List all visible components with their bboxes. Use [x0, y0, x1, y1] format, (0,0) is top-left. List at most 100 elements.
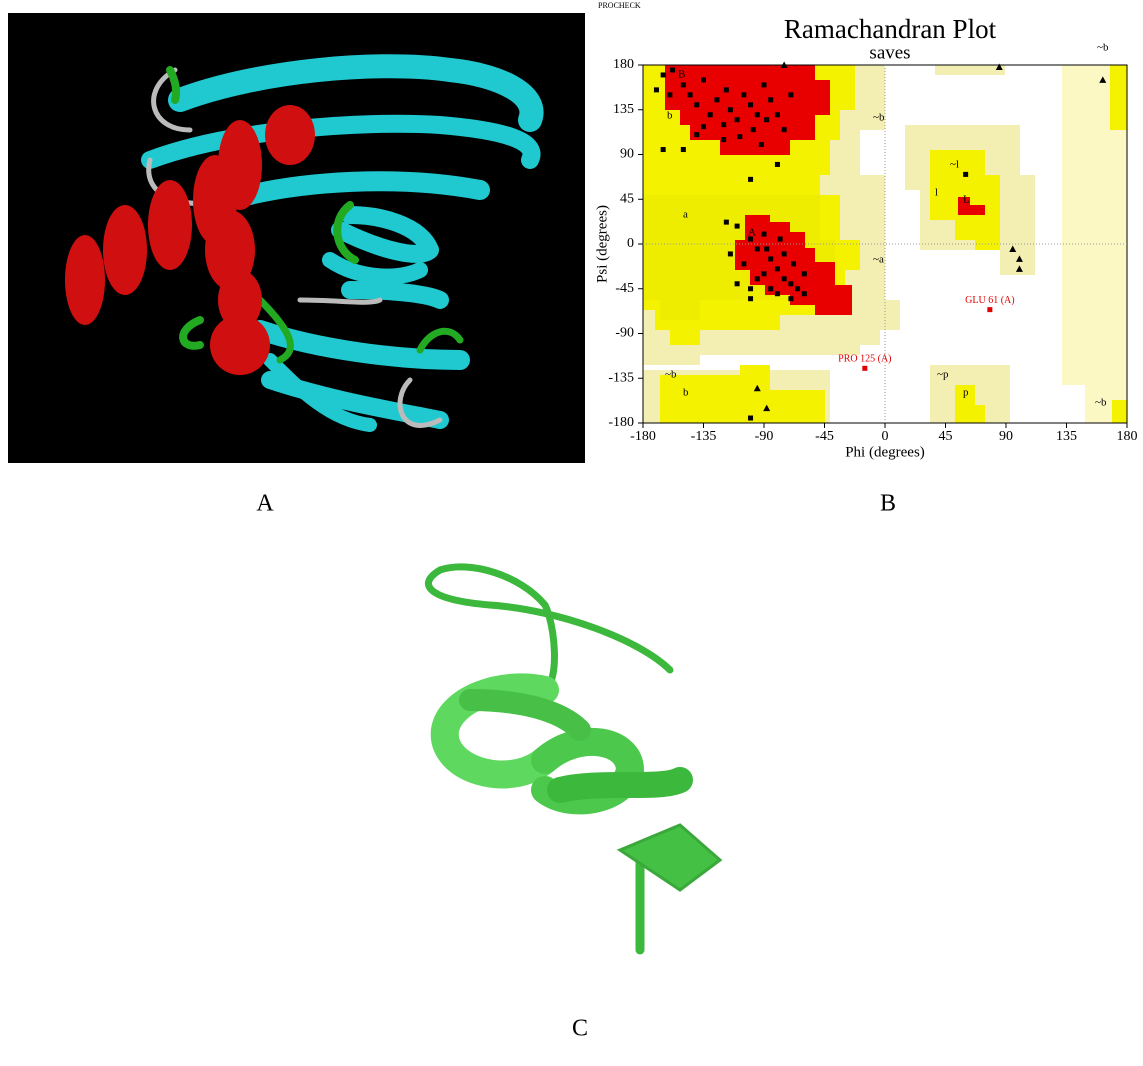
residue-point	[701, 124, 706, 129]
residue-point	[681, 82, 686, 87]
figure: PROCHECK Ramachandran Plotsaves Phi (degre…	[0, 0, 1143, 1066]
residue-point	[748, 296, 753, 301]
residue-point	[768, 286, 773, 291]
residue-point	[768, 256, 773, 261]
residue-point	[708, 112, 713, 117]
residue-point	[755, 246, 760, 251]
y-tick-label: 135	[613, 102, 634, 117]
region-label: L	[963, 194, 970, 206]
residue-point	[748, 177, 753, 182]
residue-point	[802, 291, 807, 296]
residue-point	[741, 261, 746, 266]
region-label: ~p	[937, 369, 949, 381]
residue-point	[782, 251, 787, 256]
residue-point	[724, 220, 729, 225]
residue-point	[681, 147, 686, 152]
outlier-label: PRO 125 (A)	[838, 354, 891, 365]
outlier-point	[862, 366, 867, 371]
residue-point	[802, 271, 807, 276]
x-axis-label: Phi (degrees)	[845, 444, 925, 460]
residue-point	[764, 117, 769, 122]
panel-label: A	[256, 491, 274, 517]
residue-point	[694, 102, 699, 107]
residue-point	[735, 224, 740, 229]
region-label: ~b	[1095, 397, 1107, 409]
residue-point	[735, 117, 740, 122]
residue-point	[741, 92, 746, 97]
residue-point	[748, 102, 753, 107]
residue-point	[795, 286, 800, 291]
y-tick-label: 45	[620, 191, 634, 206]
residue-point	[701, 77, 706, 82]
residue-point	[775, 112, 780, 117]
x-tick-label: 90	[999, 429, 1013, 444]
residue-point	[788, 92, 793, 97]
panel-c-image	[428, 567, 720, 950]
residue-point	[778, 237, 783, 242]
residue-point	[721, 122, 726, 127]
x-tick-label: 180	[1117, 429, 1138, 444]
residue-point	[714, 97, 719, 102]
residue-point	[775, 162, 780, 167]
residue-point	[788, 281, 793, 286]
outlier-label: GLU 61 (A)	[965, 295, 1014, 306]
outlier-point	[987, 307, 992, 312]
residue-point	[661, 72, 666, 77]
residue-point	[775, 266, 780, 271]
x-tick-label: 0	[882, 429, 889, 444]
y-tick-label: -90	[615, 326, 634, 341]
y-tick-label: 90	[620, 147, 634, 162]
region-label: p	[963, 387, 969, 399]
x-tick-label: -45	[815, 429, 834, 444]
residue-point	[751, 127, 756, 132]
region-label: ~a	[873, 254, 884, 266]
region-label: b	[667, 110, 673, 122]
chart-subtitle: saves	[869, 42, 910, 63]
residue-point	[791, 261, 796, 266]
residue-point	[782, 127, 787, 132]
x-tick-label: -135	[691, 429, 717, 444]
residue-point	[748, 237, 753, 242]
residue-point	[670, 67, 675, 72]
y-axis-label: Psi (degrees)	[594, 205, 610, 283]
residue-point	[667, 92, 672, 97]
x-tick-label: 45	[939, 429, 953, 444]
residue-point	[764, 246, 769, 251]
region-label: B	[678, 69, 685, 81]
residue-point	[728, 251, 733, 256]
residue-point	[748, 416, 753, 421]
residue-point	[654, 87, 659, 92]
region-label: ~b	[665, 369, 677, 381]
chart-title: Ramachandran Plot	[784, 14, 997, 44]
residue-point	[762, 232, 767, 237]
region-label: ~l	[950, 159, 959, 171]
residue-point	[762, 271, 767, 276]
residue-point	[755, 112, 760, 117]
residue-point	[759, 142, 764, 147]
y-tick-label: -180	[608, 415, 634, 430]
region-label: b	[683, 387, 689, 399]
residue-point	[737, 134, 742, 139]
residue-point	[963, 172, 968, 177]
x-tick-label: -90	[755, 429, 774, 444]
region-label: ~b	[1097, 42, 1109, 54]
y-tick-label: 180	[613, 57, 634, 72]
residue-point	[782, 276, 787, 281]
residue-point	[775, 291, 780, 296]
residue-point	[721, 137, 726, 142]
panel-a-image	[8, 13, 585, 463]
residue-point	[768, 97, 773, 102]
residue-point	[755, 276, 760, 281]
y-tick-label: -135	[608, 370, 634, 385]
region-label: ~b	[873, 112, 885, 124]
program-label: PROCHECK	[598, 1, 641, 10]
residue-point	[788, 296, 793, 301]
residue-point	[748, 286, 753, 291]
residue-point	[735, 281, 740, 286]
residue-point	[762, 82, 767, 87]
panel-label: B	[880, 491, 896, 517]
residue-point	[724, 87, 729, 92]
x-tick-label: 135	[1056, 429, 1077, 444]
panel-label: C	[572, 1016, 588, 1042]
residue-point	[728, 107, 733, 112]
